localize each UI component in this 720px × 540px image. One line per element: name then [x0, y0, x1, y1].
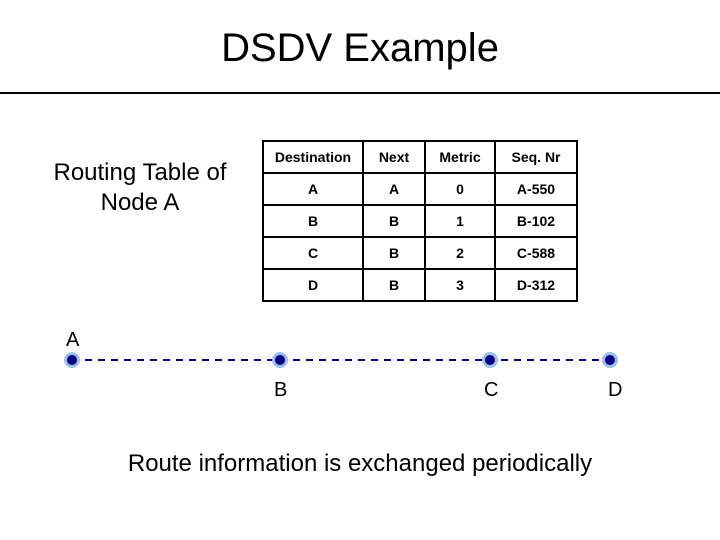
routing-table: DestinationNextMetricSeq. NrAA0A-550BB1B… [262, 140, 578, 302]
node-diagram: A B C D [60, 330, 660, 410]
node-dot [605, 355, 615, 365]
slide: DSDV Example Routing Table of Node A Des… [0, 0, 720, 540]
node-label: C [484, 379, 498, 401]
table-cell: B [363, 237, 425, 269]
slide-title: DSDV Example [0, 26, 720, 71]
caption-line-1: Routing Table of [53, 159, 226, 186]
caption-line-2: Node A [101, 189, 180, 216]
node-label: B [274, 379, 287, 401]
table-cell: C-588 [495, 237, 577, 269]
table-cell: B [363, 205, 425, 237]
table-cell: 1 [425, 205, 495, 237]
node-label: D [608, 379, 622, 401]
table-row: BB1B-102 [263, 205, 577, 237]
footer-text: Route information is exchanged periodica… [0, 450, 720, 478]
node-dot [485, 355, 495, 365]
table-cell: C [263, 237, 363, 269]
table-row: DB3D-312 [263, 269, 577, 301]
node-dot [275, 355, 285, 365]
table-cell: B [263, 205, 363, 237]
table-cell: 0 [425, 173, 495, 205]
table-cell: D [263, 269, 363, 301]
table-cell: B-102 [495, 205, 577, 237]
table-cell: A-550 [495, 173, 577, 205]
routing-table-grid: DestinationNextMetricSeq. NrAA0A-550BB1B… [262, 140, 578, 302]
node-dot [67, 355, 77, 365]
table-row: AA0A-550 [263, 173, 577, 205]
table-header-cell: Destination [263, 141, 363, 173]
table-header-cell: Next [363, 141, 425, 173]
table-cell: A [363, 173, 425, 205]
table-cell: A [263, 173, 363, 205]
title-rule [0, 92, 720, 94]
table-cell: D-312 [495, 269, 577, 301]
table-cell: B [363, 269, 425, 301]
table-header-cell: Seq. Nr [495, 141, 577, 173]
routing-table-caption: Routing Table of Node A [40, 158, 240, 218]
table-cell: 3 [425, 269, 495, 301]
table-header-cell: Metric [425, 141, 495, 173]
table-row: CB2C-588 [263, 237, 577, 269]
table-cell: 2 [425, 237, 495, 269]
node-label: A [66, 330, 80, 351]
